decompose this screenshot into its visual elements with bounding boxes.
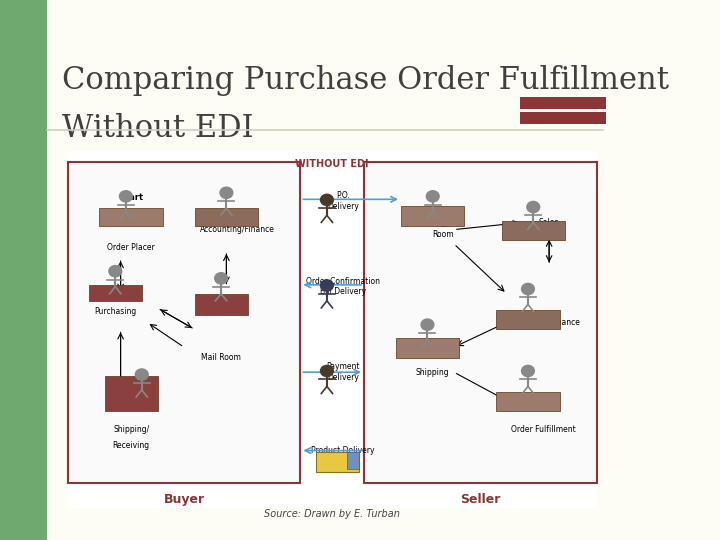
Circle shape [109, 266, 122, 277]
Text: Order Placer: Order Placer [107, 243, 155, 252]
Bar [496, 310, 559, 329]
Text: Start: Start [119, 193, 143, 202]
Text: Order Confirmation
Bill Delivery: Order Confirmation Bill Delivery [306, 277, 379, 296]
Text: Order Fulfillment: Order Fulfillment [511, 424, 576, 434]
Text: Seller: Seller [460, 492, 500, 505]
FancyBboxPatch shape [364, 162, 597, 483]
Text: Shipping/: Shipping/ [113, 424, 149, 434]
Bar [68, 151, 597, 508]
Text: WITHOUT EDI: WITHOUT EDI [295, 159, 369, 168]
Bar [401, 206, 464, 226]
Text: Accounting/Finance: Accounting/Finance [506, 318, 581, 327]
Bar [520, 112, 606, 124]
Circle shape [320, 280, 333, 291]
FancyBboxPatch shape [316, 453, 359, 472]
Text: P.O.
Delivery: P.O. Delivery [327, 191, 359, 211]
Bar [0, 0, 48, 540]
Text: Sales: Sales [539, 218, 559, 227]
Text: Without EDI: Without EDI [61, 113, 253, 144]
Circle shape [215, 273, 228, 284]
Text: Receiving: Receiving [112, 441, 150, 450]
Bar [520, 97, 606, 109]
Circle shape [120, 191, 132, 202]
Bar [194, 294, 248, 315]
Circle shape [421, 319, 434, 330]
Circle shape [220, 187, 233, 198]
Text: Purchasing: Purchasing [94, 307, 136, 316]
Bar [502, 221, 565, 240]
Circle shape [521, 366, 534, 376]
FancyBboxPatch shape [68, 162, 300, 483]
Bar [194, 208, 258, 226]
Text: Accounting/Finance: Accounting/Finance [199, 225, 274, 234]
Bar [104, 376, 158, 411]
Circle shape [527, 201, 540, 213]
Bar [89, 285, 142, 301]
Text: Shipping: Shipping [416, 368, 449, 377]
Text: Buyer: Buyer [163, 492, 204, 505]
Bar [396, 338, 459, 358]
Circle shape [135, 369, 148, 380]
Text: Comparing Purchase Order Fulfillment: Comparing Purchase Order Fulfillment [61, 65, 668, 96]
FancyBboxPatch shape [347, 453, 359, 469]
Bar [496, 392, 559, 411]
Text: Mail
Room: Mail Room [433, 220, 454, 239]
Circle shape [320, 194, 333, 206]
Circle shape [426, 191, 439, 202]
Text: Source: Drawn by E. Turban: Source: Drawn by E. Turban [264, 509, 400, 519]
Circle shape [521, 284, 534, 295]
Bar [99, 208, 163, 226]
Circle shape [320, 366, 333, 376]
Text: Mail Room: Mail Room [201, 353, 241, 362]
Text: Product Delivery: Product Delivery [311, 446, 374, 455]
Text: Payment
Delivery: Payment Delivery [326, 362, 359, 382]
